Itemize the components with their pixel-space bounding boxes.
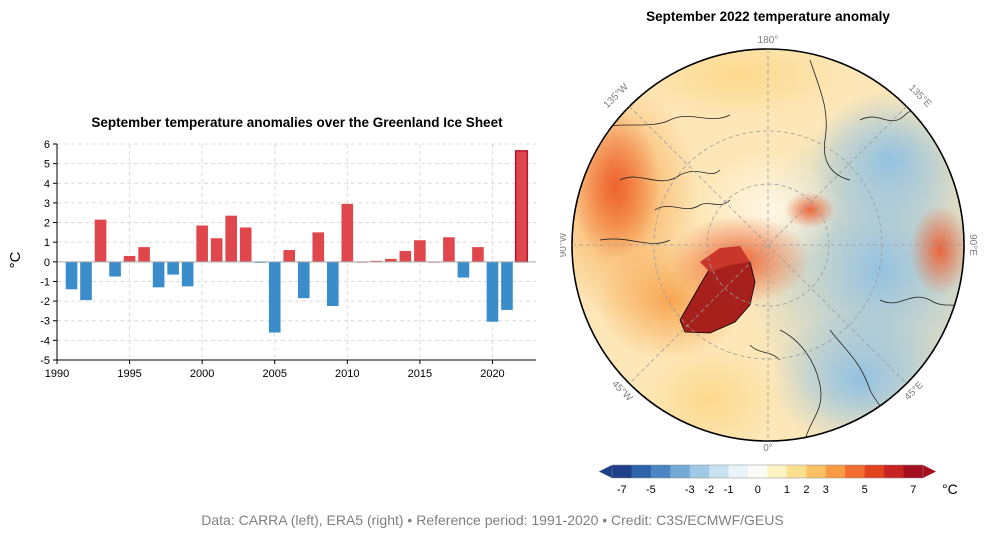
lon-label-135w: 135°W [602, 81, 631, 110]
bar-2008 [312, 232, 325, 262]
bar-2009 [326, 261, 339, 306]
colorbar-swatch [903, 465, 924, 478]
colorbar-swatch [825, 465, 846, 478]
colorbar-tick-label: 7 [910, 484, 916, 496]
y-tick-label: 2 [44, 218, 50, 230]
x-tick-label: 1990 [45, 368, 69, 380]
bar-2020 [486, 261, 499, 322]
colorbar-tick-label: 2 [803, 484, 809, 496]
colorbar-frame [611, 464, 924, 479]
colorbar-swatch [786, 465, 807, 478]
colorbar-tick-label: -5 [646, 484, 656, 496]
bar-chart-axes: -5 -4 -3 -2 -1 0 1 2 3 4 5 6 1990 1995 2000 2005 2010 201… [40, 139, 536, 380]
credit-line: Data: CARRA (left), ERA5 (right) • Refer… [201, 512, 784, 528]
bar-chart-ylabel: °C [7, 251, 24, 268]
colorbar-extend-high [923, 465, 936, 478]
bar-1995 [123, 255, 136, 262]
lon-label-135e: 135°E [906, 83, 933, 110]
bar-2015 [414, 240, 426, 262]
bar-1998 [167, 261, 179, 275]
x-tick-label: 2005 [262, 368, 286, 380]
colorbar-swatch [709, 465, 730, 478]
bar-2018 [457, 261, 470, 278]
colorbar-swatch [864, 465, 885, 478]
bar-2013 [385, 258, 397, 262]
map-gridlines [572, 49, 964, 441]
bar-1993 [94, 219, 107, 262]
bar-1996 [138, 247, 150, 262]
bar-2022 [514, 150, 529, 263]
bar-2001 [210, 238, 223, 262]
x-tick-label: 2010 [335, 368, 359, 380]
colorbar-tick-label: 0 [755, 484, 761, 496]
bar-2002 [225, 215, 237, 262]
anomaly-field [572, 49, 964, 441]
y-tick-label: -1 [40, 276, 50, 288]
bar-2000 [196, 225, 208, 262]
colorbar-swatch [689, 465, 710, 478]
y-tick-label: 4 [44, 178, 50, 190]
colorbar-swatch [631, 465, 652, 478]
lon-label-90w: 90°W [560, 232, 569, 257]
colorbar-swatch [767, 465, 788, 478]
polar-map-svg: September 2022 temperature anomaly [558, 9, 978, 497]
colorbar-extend-low [599, 465, 612, 478]
bar-chart: September temperature anomalies over the… [0, 100, 560, 400]
bar-2007 [297, 261, 310, 299]
colorbar-tick-label: 1 [784, 484, 790, 496]
colorbar: -7 -5 -3 -2 -1 0 1 2 3 5 7 [599, 464, 936, 496]
bar-chart-bars [65, 150, 529, 333]
bar-2021 [501, 261, 513, 310]
bar-2010 [341, 203, 354, 262]
colorbar-tick-label: -3 [685, 484, 695, 496]
colorbar-swatch [670, 465, 691, 478]
bar-chart-title: September temperature anomalies over the… [91, 115, 503, 130]
y-tick-label: 3 [44, 198, 50, 210]
colorbar-swatch [728, 465, 749, 478]
bar-chart-svg: September temperature anomalies over the… [7, 115, 536, 380]
bar-chart-grid [56, 143, 536, 361]
lon-label-180: 180° [758, 35, 779, 46]
bar-1991 [65, 261, 78, 290]
colorbar-swatch [806, 465, 827, 478]
map-title: September 2022 temperature anomaly [646, 9, 890, 24]
colorbar-tick-label: -7 [617, 484, 627, 496]
colorbar-tick-label: 3 [823, 484, 829, 496]
y-tick-label: 6 [44, 139, 50, 151]
colorbar-tick-label: -2 [704, 484, 714, 496]
colorbar-swatch [884, 465, 905, 478]
y-tick-label: 1 [44, 237, 50, 249]
bar-1999 [181, 261, 194, 287]
colorbar-swatch [650, 465, 671, 478]
bar-2005 [268, 261, 281, 333]
bar-1994 [109, 261, 121, 277]
x-tick-label: 2020 [480, 368, 504, 380]
y-tick-label: 5 [44, 159, 50, 171]
bar-2019 [472, 247, 484, 262]
colorbar-unit: °C [942, 481, 958, 497]
x-tick-label: 2015 [408, 368, 432, 380]
colorbar-swatch [845, 465, 866, 478]
y-tick-label: -2 [40, 296, 50, 308]
colorbar-tick-label: -1 [724, 484, 734, 496]
bar-2014 [399, 251, 412, 262]
bar-2017 [443, 237, 455, 262]
bar-1992 [80, 261, 92, 301]
colorbar-swatch [748, 465, 768, 478]
x-tick-label: 2000 [190, 368, 214, 380]
bar-1997 [152, 261, 165, 288]
y-tick-label: 0 [44, 257, 50, 269]
y-tick-label: -4 [40, 335, 50, 347]
bar-2006 [283, 250, 296, 262]
colorbar-swatch [612, 465, 632, 478]
y-tick-label: -5 [40, 355, 50, 367]
bar-2003 [239, 227, 252, 262]
y-tick-label: -3 [40, 316, 50, 328]
lon-label-90e: 90°E [967, 234, 978, 256]
lon-label-0: 0° [763, 443, 773, 454]
colorbar-tick-label: 5 [862, 484, 868, 496]
x-tick-label: 1995 [117, 368, 141, 380]
polar-map: September 2022 temperature anomaly [558, 0, 985, 510]
